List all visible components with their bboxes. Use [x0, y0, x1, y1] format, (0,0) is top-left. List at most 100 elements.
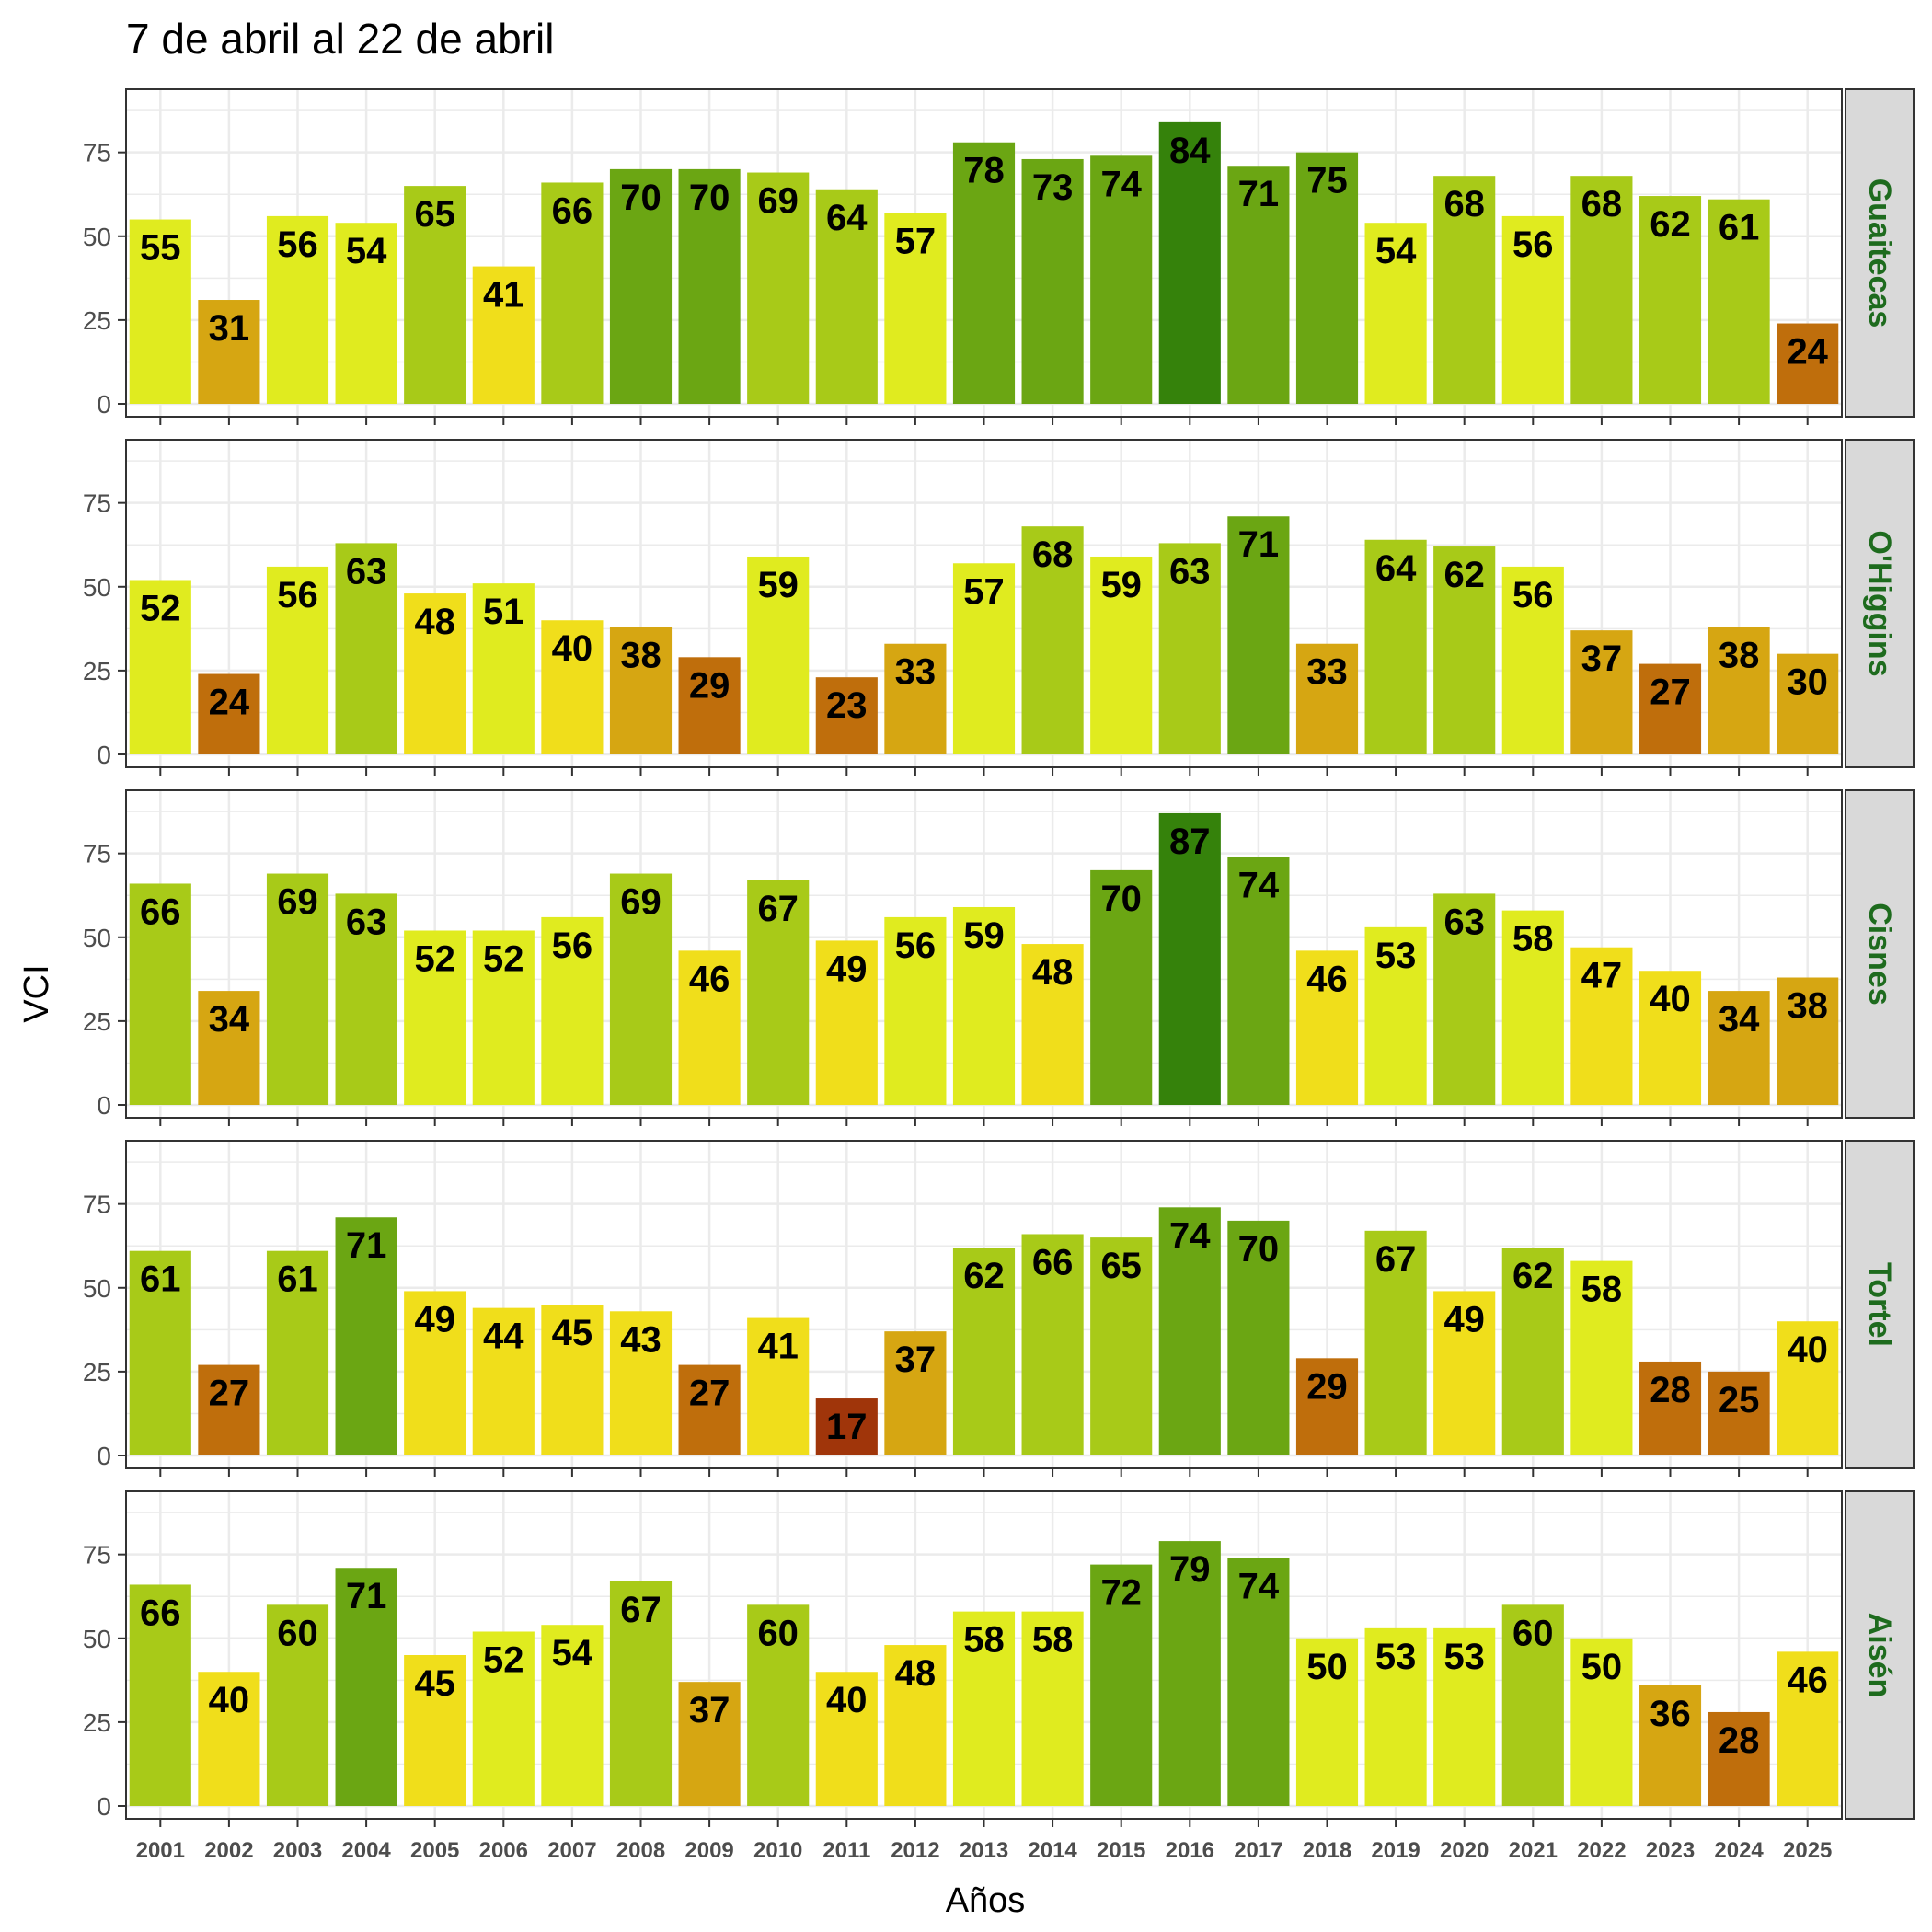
bar-value-label: 68	[1443, 184, 1485, 224]
bar-2013	[952, 563, 1016, 754]
bar-2015	[1090, 556, 1153, 754]
bar-value-label: 40	[552, 628, 593, 669]
bar-value-label: 52	[483, 938, 524, 979]
bar-value-label: 73	[1032, 167, 1074, 208]
bar-value-label: 37	[689, 1690, 730, 1731]
bar-value-label: 56	[1512, 575, 1554, 615]
bar-value-label: 29	[1306, 1366, 1348, 1407]
bar-2025	[1777, 977, 1839, 1105]
bar-2002	[198, 673, 260, 754]
x-tick-label: 2021	[1509, 1838, 1558, 1863]
y-tick-label: 50	[83, 924, 111, 952]
bar-2004	[335, 223, 397, 404]
bar-2016	[1158, 121, 1221, 404]
bar-2020	[1433, 893, 1496, 1105]
bar-value-label: 38	[1719, 636, 1760, 676]
bar-2015	[1090, 1564, 1153, 1806]
bar-value-label: 41	[757, 1327, 799, 1367]
chart-title: 7 de abril al 22 de abril	[126, 15, 554, 63]
bar-value-label: 54	[346, 231, 387, 271]
bar-2014	[1021, 158, 1084, 404]
bar-2022	[1570, 947, 1633, 1105]
bar-value-label: 56	[552, 926, 593, 966]
bar-value-label: 60	[1512, 1613, 1554, 1653]
bar-2019	[1364, 1230, 1427, 1455]
bar-2005	[404, 593, 466, 754]
bar-value-label: 62	[1650, 204, 1691, 245]
bar-2024	[1708, 199, 1770, 404]
bar-2013	[952, 142, 1016, 404]
bar-2020	[1433, 176, 1496, 404]
bar-value-label: 33	[895, 652, 937, 693]
x-tick-label: 2010	[753, 1838, 802, 1863]
bar-2020	[1433, 1291, 1496, 1455]
bar-2007	[541, 1305, 604, 1455]
bar-2008	[609, 873, 673, 1105]
bar-2014	[1021, 526, 1084, 754]
bar-value-label: 64	[826, 198, 868, 238]
bar-value-label: 61	[1719, 208, 1760, 248]
bar-value-label: 59	[963, 915, 1005, 956]
bar-value-label: 46	[1306, 959, 1348, 999]
bar-value-label: 55	[140, 228, 181, 269]
bar-value-label: 56	[895, 926, 937, 966]
bar-value-label: 29	[689, 665, 730, 706]
bar-value-label: 66	[1032, 1242, 1074, 1282]
bar-2022	[1570, 1638, 1633, 1806]
bar-2008	[609, 1581, 673, 1806]
y-tick-label: 75	[83, 840, 111, 868]
bar-value-label: 27	[209, 1374, 250, 1414]
bar-value-label: 52	[140, 588, 181, 628]
bar-value-label: 68	[1032, 535, 1074, 575]
bar-value-label: 45	[552, 1313, 593, 1353]
bar-2012	[884, 643, 947, 754]
bar-2008	[609, 168, 673, 404]
bar-value-label: 44	[483, 1317, 524, 1357]
bar-2020	[1433, 1627, 1496, 1806]
bar-2005	[404, 930, 466, 1105]
facet-panel-tortel: 61 27 61 71 49 44 45 43 27 41 17 37 62 66 65 74 70 29 67 49…	[83, 1140, 1915, 1477]
bar-value-label: 48	[414, 602, 455, 642]
y-tick-label: 25	[83, 657, 111, 685]
y-tick-label: 50	[83, 223, 111, 251]
bar-value-label: 87	[1169, 822, 1211, 862]
bar-2017	[1227, 166, 1290, 404]
facet-strip	[1845, 1140, 1915, 1469]
x-tick-label: 2004	[341, 1838, 391, 1863]
bar-value-label: 67	[1375, 1239, 1417, 1280]
x-tick-label: 2025	[1783, 1838, 1832, 1863]
facet-strip	[1845, 439, 1915, 768]
bar-value-label: 63	[346, 551, 387, 592]
bar-2008	[609, 1311, 673, 1455]
x-tick-label: 2018	[1303, 1838, 1351, 1863]
bar-2015	[1090, 869, 1153, 1105]
x-tick-label: 2011	[822, 1838, 870, 1863]
bar-value-label: 49	[414, 1299, 455, 1340]
bar-value-label: 43	[620, 1319, 661, 1360]
bar-2011	[815, 940, 878, 1105]
y-tick-label: 25	[83, 1708, 111, 1737]
bar-value-label: 48	[1032, 952, 1074, 993]
bar-2001	[129, 1250, 191, 1455]
bar-value-label: 57	[895, 221, 937, 261]
bar-value-label: 63	[1443, 902, 1485, 942]
bar-value-label: 66	[140, 891, 181, 932]
bar-2018	[1295, 950, 1359, 1105]
y-axis-label: VCI	[17, 964, 56, 1022]
bar-value-label: 28	[1650, 1370, 1691, 1410]
facet-strip-label: O'Higgins	[1862, 530, 1897, 676]
bar-2023	[1639, 196, 1702, 404]
bar-value-label: 62	[1443, 555, 1485, 595]
bar-2007	[541, 1625, 604, 1806]
bar-2012	[884, 213, 947, 404]
x-tick-label: 2014	[1028, 1838, 1077, 1863]
bar-2001	[129, 580, 191, 754]
bar-2021	[1501, 1604, 1564, 1806]
facet-panels: 55 31 56 54 65 41 66 70 70 69 64 57 78 73 74 84 71 75 54 68…	[83, 88, 1915, 1863]
bar-2001	[129, 1584, 191, 1806]
bar-2015	[1090, 1237, 1153, 1455]
bar-2024	[1708, 991, 1770, 1105]
bar-2007	[541, 916, 604, 1105]
bar-value-label: 48	[895, 1653, 937, 1694]
